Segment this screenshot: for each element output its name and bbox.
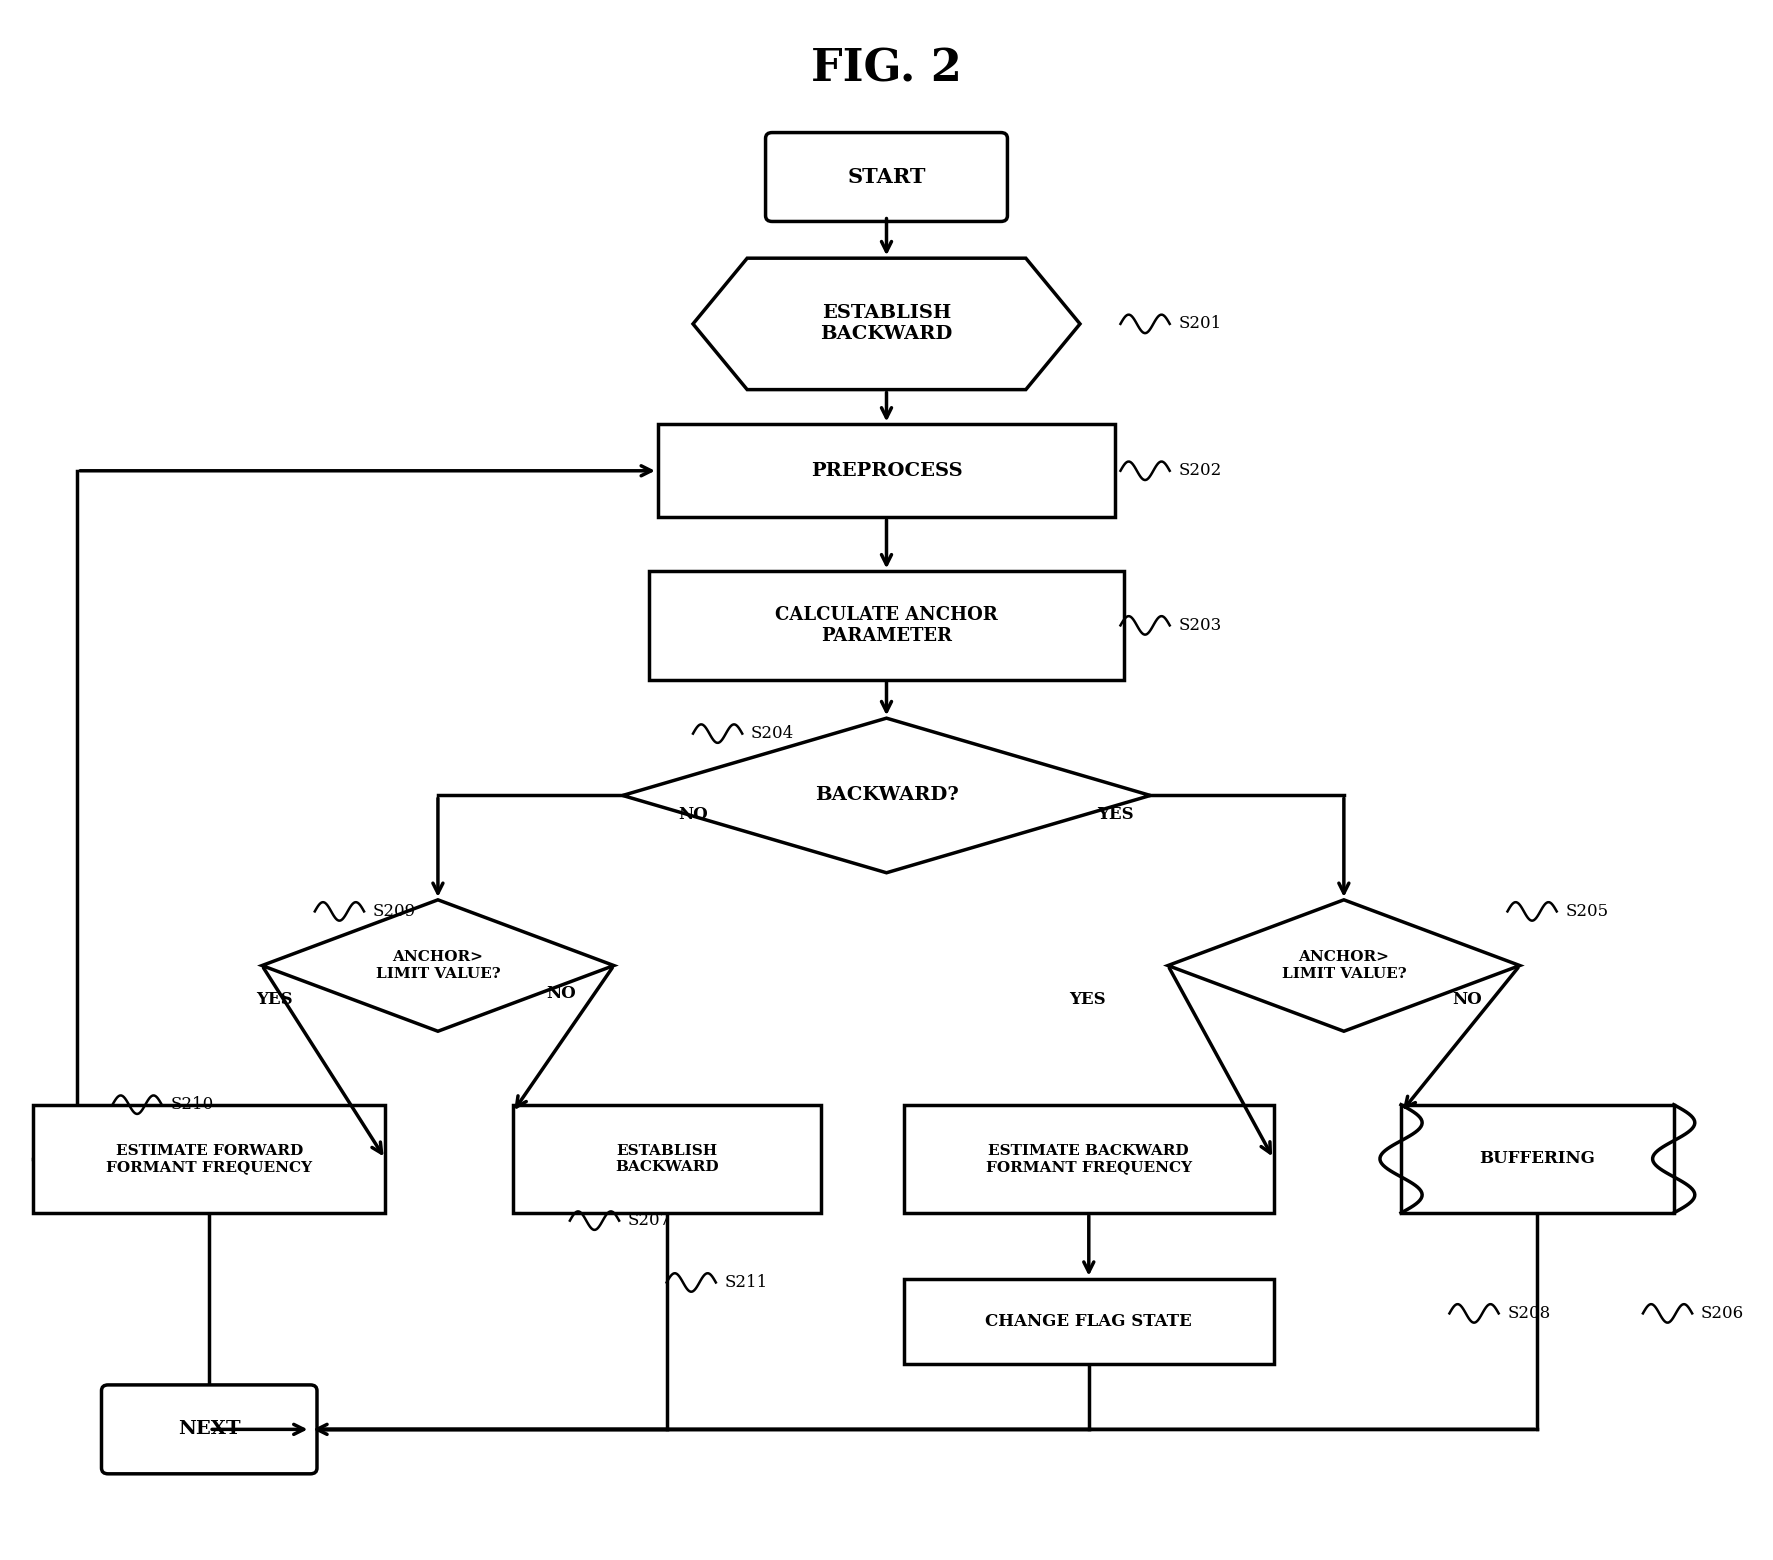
Text: S210: S210 xyxy=(170,1097,215,1114)
Text: FIG. 2: FIG. 2 xyxy=(810,47,963,90)
Text: BACKWARD?: BACKWARD? xyxy=(814,786,959,805)
Text: S208: S208 xyxy=(1507,1304,1551,1321)
Text: YES: YES xyxy=(1069,991,1105,1008)
Bar xyxy=(649,571,1124,680)
Text: S205: S205 xyxy=(1566,903,1608,920)
Text: CALCULATE ANCHOR
PARAMETER: CALCULATE ANCHOR PARAMETER xyxy=(775,605,998,644)
Text: NEXT: NEXT xyxy=(177,1420,241,1438)
Bar xyxy=(512,1104,821,1214)
Text: S203: S203 xyxy=(1179,616,1222,633)
Text: YES: YES xyxy=(255,991,293,1008)
Polygon shape xyxy=(693,259,1080,390)
Text: CHANGE FLAG STATE: CHANGE FLAG STATE xyxy=(986,1312,1191,1329)
Text: NO: NO xyxy=(677,805,707,822)
Bar xyxy=(904,1104,1273,1214)
Text: ESTABLISH
BACKWARD: ESTABLISH BACKWARD xyxy=(615,1143,718,1173)
Text: ANCHOR>
LIMIT VALUE?: ANCHOR> LIMIT VALUE? xyxy=(1282,950,1406,981)
Text: NO: NO xyxy=(546,984,576,1002)
Bar xyxy=(34,1104,385,1214)
Bar xyxy=(658,424,1115,518)
Text: PREPROCESS: PREPROCESS xyxy=(810,462,963,480)
Polygon shape xyxy=(262,900,613,1031)
Text: ANCHOR>
LIMIT VALUE?: ANCHOR> LIMIT VALUE? xyxy=(376,950,500,981)
Text: NO: NO xyxy=(1452,991,1482,1008)
Bar xyxy=(904,1279,1273,1363)
Text: S201: S201 xyxy=(1179,315,1222,332)
Text: START: START xyxy=(847,167,926,187)
Polygon shape xyxy=(622,718,1151,872)
Text: ESTABLISH
BACKWARD: ESTABLISH BACKWARD xyxy=(821,304,952,343)
Text: YES: YES xyxy=(1097,805,1133,822)
Polygon shape xyxy=(1168,900,1519,1031)
Text: S206: S206 xyxy=(1700,1304,1745,1321)
FancyBboxPatch shape xyxy=(766,133,1007,222)
Text: S207: S207 xyxy=(628,1212,672,1229)
Text: S209: S209 xyxy=(372,903,417,920)
Text: ESTIMATE BACKWARD
FORMANT FREQUENCY: ESTIMATE BACKWARD FORMANT FREQUENCY xyxy=(986,1143,1191,1173)
Text: ESTIMATE FORWARD
FORMANT FREQUENCY: ESTIMATE FORWARD FORMANT FREQUENCY xyxy=(106,1143,312,1173)
Text: S202: S202 xyxy=(1179,462,1222,479)
Text: BUFFERING: BUFFERING xyxy=(1479,1150,1596,1167)
Bar xyxy=(1401,1104,1674,1214)
Text: S211: S211 xyxy=(725,1275,768,1292)
Text: S204: S204 xyxy=(752,725,794,743)
FancyBboxPatch shape xyxy=(101,1385,317,1474)
